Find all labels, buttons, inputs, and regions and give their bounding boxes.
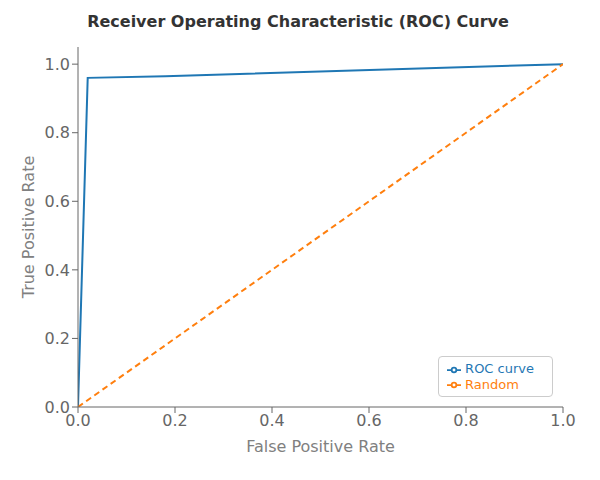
svg-text:0.4: 0.4: [259, 411, 284, 430]
svg-text:0.0: 0.0: [45, 398, 70, 417]
svg-text:0.6: 0.6: [45, 192, 70, 211]
html-text:ROC curve: ROC curve: [465, 361, 534, 376]
svg-text:False Positive Rate: False Positive Rate: [246, 437, 395, 456]
svg-text:1.0: 1.0: [45, 55, 70, 74]
svg-text:0.4: 0.4: [45, 261, 70, 280]
svg-text:0.0: 0.0: [65, 411, 91, 431]
svg-text:0.8: 0.8: [45, 123, 70, 142]
svg-text:0.6: 0.6: [356, 411, 381, 430]
svg-text:0.2: 0.2: [45, 329, 70, 348]
svg-text:True Positive Rate: True Positive Rate: [19, 156, 38, 300]
svg-text:1.0: 1.0: [550, 411, 575, 430]
html-text:Random: Random: [465, 376, 519, 392]
svg-text:0.8: 0.8: [453, 411, 478, 430]
html-text:Receiver Operating Characteris: Receiver Operating Characteristic (ROC) …: [87, 12, 509, 31]
svg-text:0.2: 0.2: [162, 411, 187, 430]
